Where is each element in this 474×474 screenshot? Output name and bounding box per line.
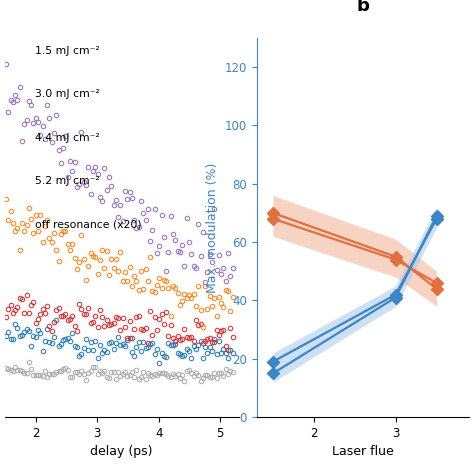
Y-axis label: Max. modulation (%): Max. modulation (%) xyxy=(206,162,219,293)
Text: 1.5 mJ cm⁻²: 1.5 mJ cm⁻² xyxy=(35,46,100,55)
X-axis label: delay (ps): delay (ps) xyxy=(91,446,153,458)
Text: 4.4 mJ cm⁻²: 4.4 mJ cm⁻² xyxy=(35,133,100,143)
Text: b: b xyxy=(356,0,369,15)
Text: 3.0 mJ cm⁻²: 3.0 mJ cm⁻² xyxy=(35,89,100,99)
X-axis label: Laser flue: Laser flue xyxy=(332,446,394,458)
Text: 5.2 mJ cm⁻²: 5.2 mJ cm⁻² xyxy=(35,176,100,186)
Text: off resonance (x20): off resonance (x20) xyxy=(35,220,142,230)
